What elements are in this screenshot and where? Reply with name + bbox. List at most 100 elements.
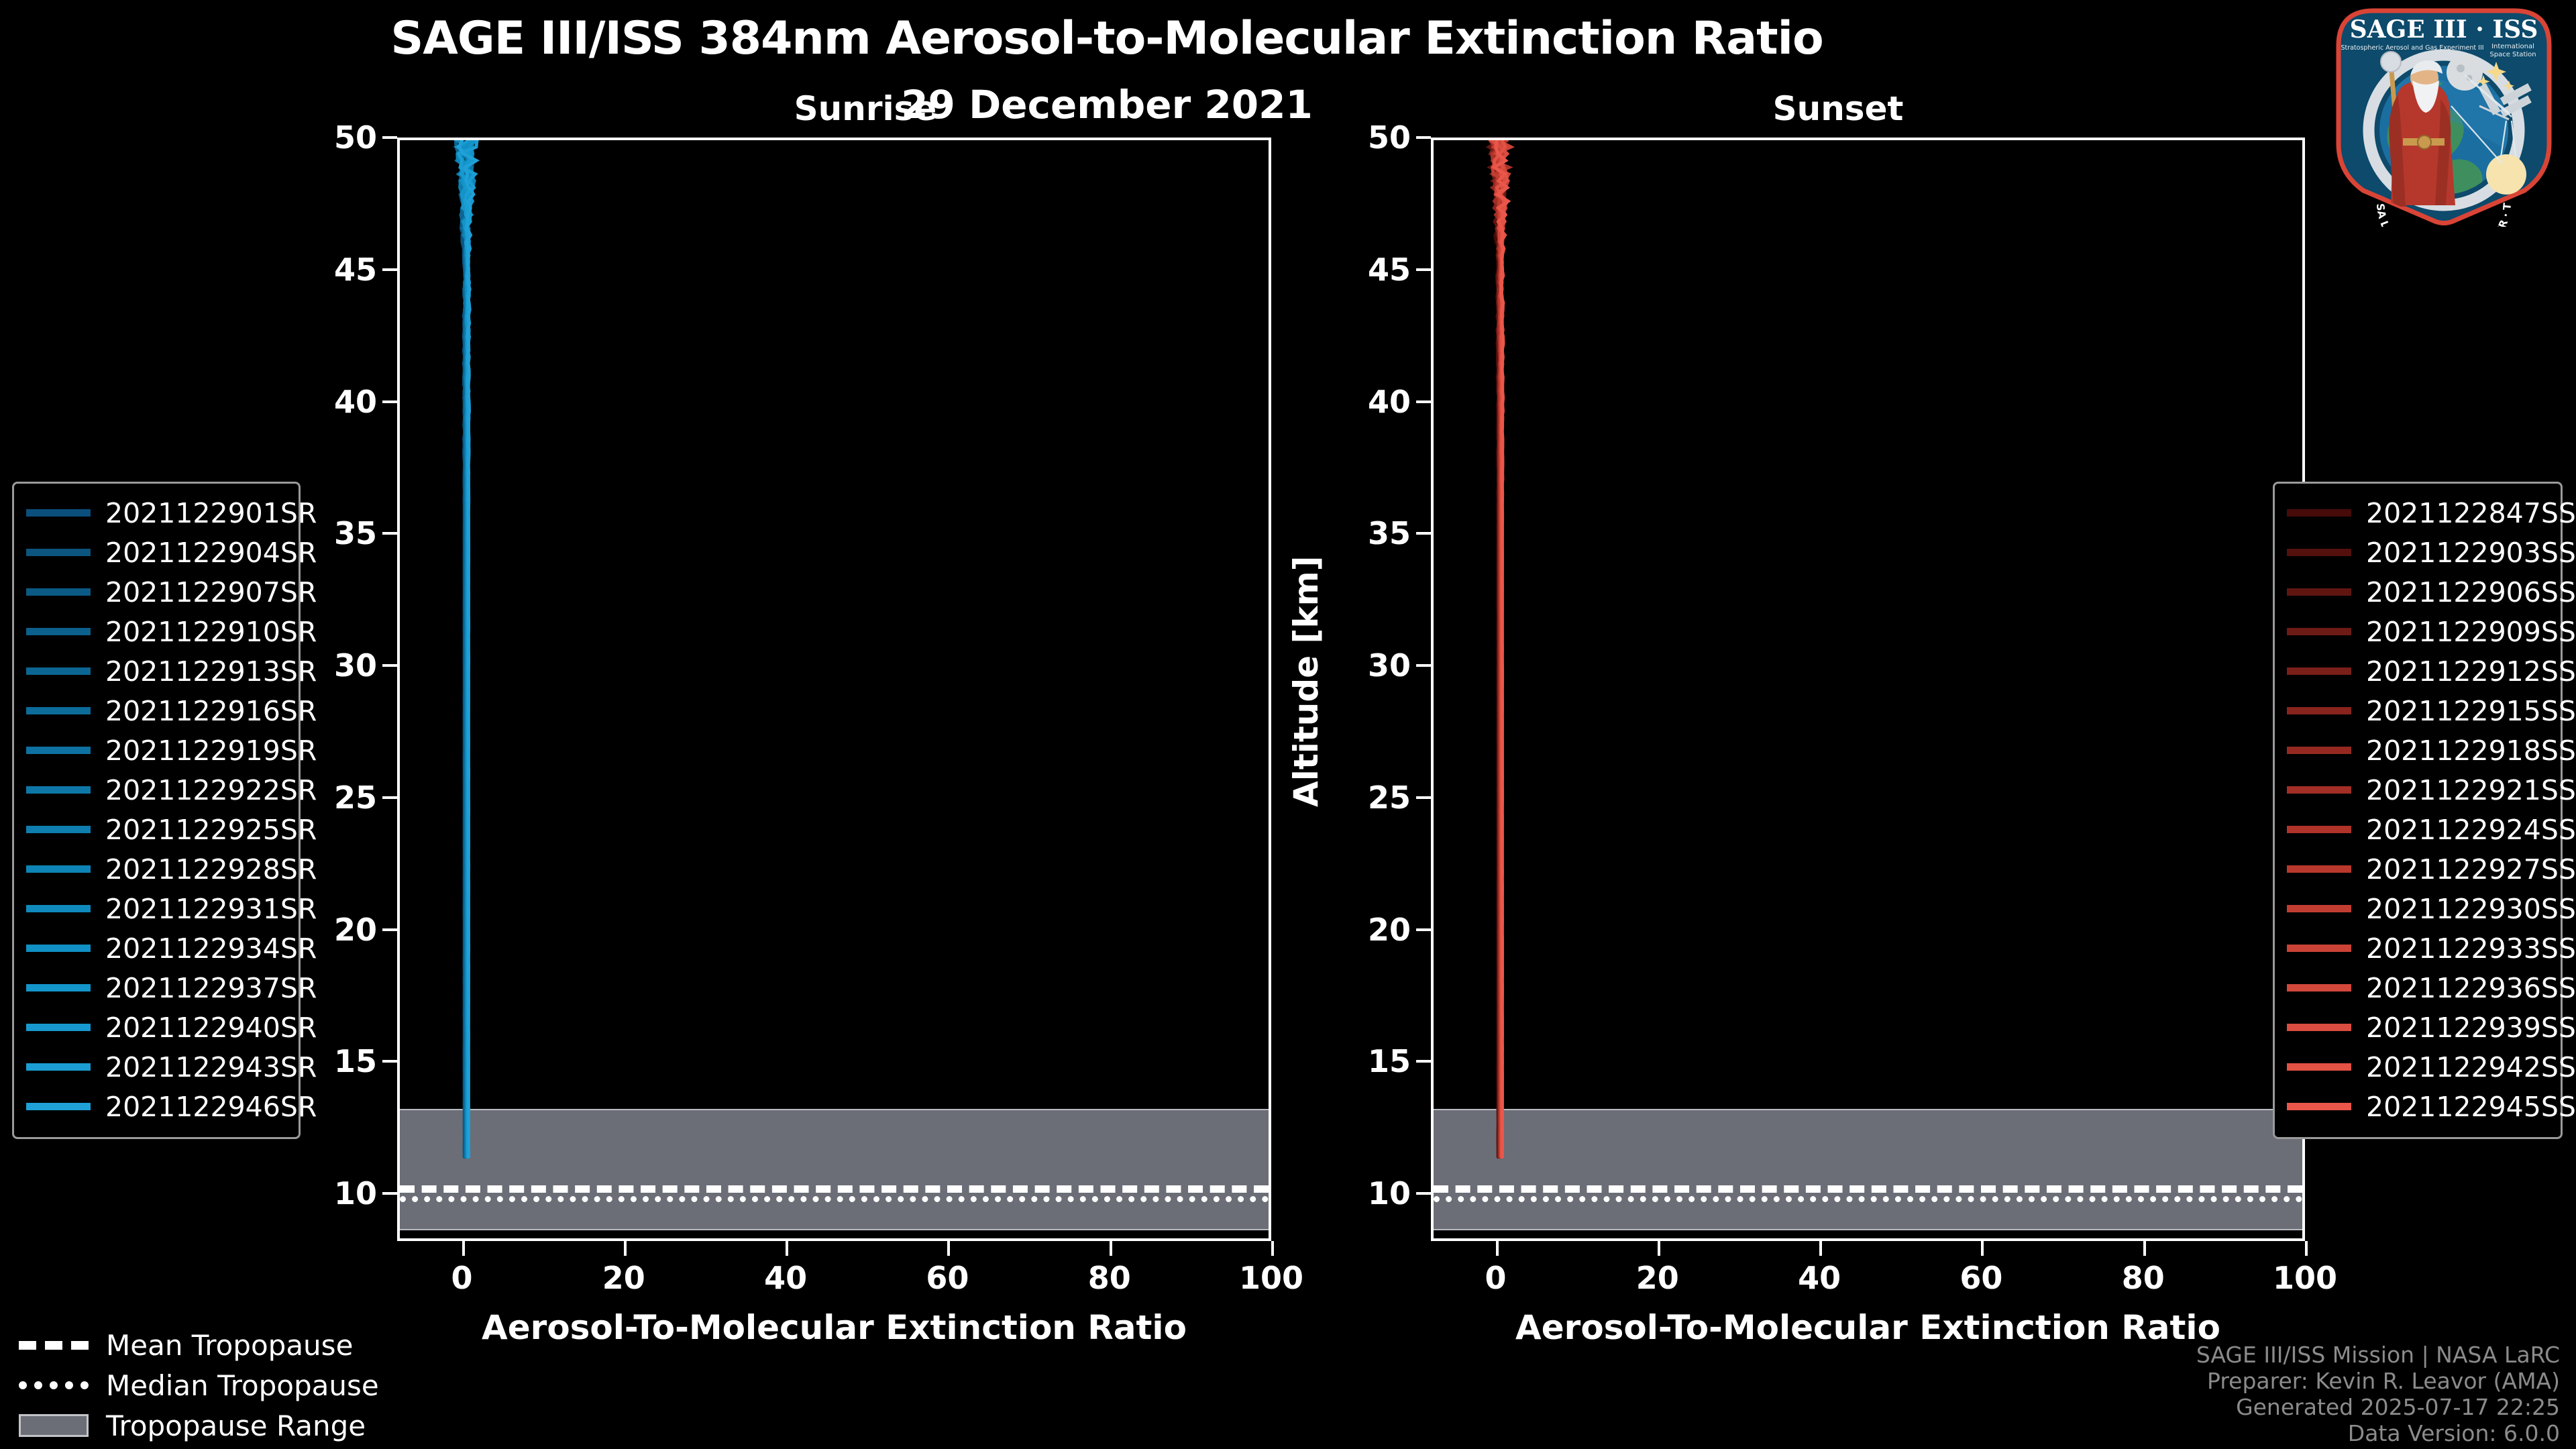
legend-row-median-tropopause: Median Tropopause: [17, 1365, 433, 1405]
patch-subtitle-left: Stratospheric Aerosol and Gas Experiment…: [2341, 44, 2483, 52]
legend-color-swatch: [2287, 588, 2351, 596]
x-axis-tick-mark: [786, 1241, 789, 1256]
filled-patch-icon: [17, 1414, 90, 1437]
legend-row[interactable]: 2021122946SR: [26, 1087, 317, 1126]
legend-row[interactable]: 2021122915SS: [2287, 691, 2576, 731]
legend-row[interactable]: 2021122928SR: [26, 849, 317, 889]
legend-row[interactable]: 2021122945SS: [2287, 1087, 2576, 1126]
legend-row[interactable]: 2021122912SS: [2287, 651, 2576, 691]
sunrise-event-label: 2021122943SR: [105, 1051, 317, 1083]
legend-row[interactable]: 2021122931SR: [26, 889, 317, 928]
y-axis-tick-label: 20: [1367, 911, 1411, 948]
median-tropopause-line-sunrise: [400, 1196, 1269, 1203]
sunrise-event-label: 2021122901SR: [105, 496, 317, 529]
sunrise-event-label: 2021122904SR: [105, 536, 317, 569]
mean-tropopause-line-sunrise: [400, 1185, 1269, 1193]
legend-color-swatch: [26, 588, 91, 596]
y-axis-tick-label: 45: [333, 251, 377, 288]
legend-row[interactable]: 2021122921SS: [2287, 770, 2576, 810]
sunset-event-label: 2021122915SS: [2366, 694, 2576, 727]
legend-row[interactable]: 2021122942SS: [2287, 1047, 2576, 1087]
x-axis-tick-mark: [1495, 1241, 1499, 1256]
legend-row[interactable]: 2021122913SR: [26, 651, 317, 691]
x-axis-tick-mark: [2143, 1241, 2146, 1256]
y-axis-tick-label: 10: [333, 1175, 377, 1212]
mean-tropopause-line-sunset: [1434, 1185, 2302, 1193]
profile-line: [1491, 140, 1511, 1159]
sunrise-profile-bundle: [452, 140, 480, 1159]
legend-row[interactable]: 2021122909SS: [2287, 612, 2576, 651]
sunrise-event-label: 2021122931SR: [105, 892, 317, 925]
legend-color-swatch: [2287, 509, 2351, 517]
legend-row[interactable]: 2021122933SS: [2287, 928, 2576, 968]
y-axis-tick-mark: [1416, 400, 1431, 403]
sunset-profile-bundle: [1485, 140, 1515, 1159]
sunset-event-label: 2021122924SS: [2366, 813, 2576, 846]
legend-row[interactable]: 2021122910SR: [26, 612, 317, 651]
legend-row[interactable]: 2021122930SS: [2287, 889, 2576, 928]
legend-row[interactable]: 2021122918SS: [2287, 731, 2576, 770]
legend-row[interactable]: 2021122847SS: [2287, 493, 2576, 533]
y-axis-tick-label: 50: [1367, 119, 1411, 156]
legend-row[interactable]: 2021122906SS: [2287, 572, 2576, 612]
legend-color-swatch: [26, 628, 91, 635]
sunrise-event-label: 2021122910SR: [105, 615, 317, 648]
sunrise-event-label: 2021122922SR: [105, 773, 317, 806]
legend-row[interactable]: 2021122943SR: [26, 1047, 317, 1087]
legend-row[interactable]: 2021122903SS: [2287, 533, 2576, 572]
legend-row[interactable]: 2021122922SR: [26, 770, 317, 810]
sunset-event-legend[interactable]: 2021122847SS 2021122903SS 2021122906SS 2021…: [2273, 482, 2576, 1139]
legend-color-swatch: [26, 549, 91, 556]
legend-color-swatch: [26, 509, 91, 517]
sunrise-plot-panel: [397, 138, 1271, 1241]
x-axis-tick-label: 60: [1960, 1260, 2003, 1296]
y-axis-tick-label: 25: [1367, 779, 1411, 816]
legend-row[interactable]: 2021122936SS: [2287, 968, 2576, 1008]
legend-row[interactable]: 2021122925SR: [26, 810, 317, 849]
legend-color-swatch: [26, 826, 91, 833]
sunset-plot-panel: [1431, 138, 2305, 1241]
sunset-event-label: 2021122903SS: [2366, 536, 2576, 569]
y-axis-tick-label: 35: [1367, 515, 1411, 552]
legend-color-swatch: [26, 707, 91, 714]
x-axis-tick-label: 40: [1798, 1260, 1841, 1296]
legend-color-swatch: [26, 865, 91, 873]
legend-row[interactable]: 2021122919SR: [26, 731, 317, 770]
x-axis-tick-label: 60: [926, 1260, 969, 1296]
y-axis-tick-label: 25: [333, 779, 377, 816]
y-axis-tick-mark: [382, 532, 397, 535]
sunset-event-label: 2021122909SS: [2366, 615, 2576, 648]
y-axis-tick-mark: [382, 268, 397, 271]
sunset-x-axis-title: Aerosol-To-Molecular Extinction Ratio: [1515, 1308, 2220, 1347]
sunset-event-label: 2021122936SS: [2366, 971, 2576, 1004]
x-axis-tick-mark: [462, 1241, 465, 1256]
legend-row-tropopause-range: Tropopause Range: [17, 1405, 433, 1446]
sunrise-event-legend[interactable]: 2021122901SR 2021122904SR 2021122907SR 2021…: [12, 482, 317, 1139]
sunset-panel-title: Sunset: [1772, 89, 1904, 128]
legend-row[interactable]: 2021122916SR: [26, 691, 317, 731]
sunset-plot-frame: [1431, 138, 2305, 1241]
tropopause-range-band-sunset: [1434, 1109, 2302, 1231]
legend-row[interactable]: 2021122924SS: [2287, 810, 2576, 849]
legend-row[interactable]: 2021122939SS: [2287, 1008, 2576, 1047]
legend-row[interactable]: 2021122904SR: [26, 533, 317, 572]
y-axis-tick-mark: [382, 796, 397, 799]
legend-color-swatch: [26, 1103, 91, 1110]
legend-row[interactable]: 2021122927SS: [2287, 849, 2576, 889]
sunrise-panel-title: Sunrise: [794, 89, 937, 128]
legend-row[interactable]: 2021122937SR: [26, 968, 317, 1008]
legend-color-swatch: [26, 945, 91, 952]
attribution-mission: SAGE III/ISS Mission | NASA LaRC: [2196, 1342, 2560, 1368]
y-axis-tick-mark: [1416, 532, 1431, 535]
legend-color-swatch: [2287, 826, 2351, 833]
date-subtitle: 29 December 2021: [901, 82, 1313, 127]
sunset-event-label: 2021122906SS: [2366, 576, 2576, 608]
legend-row[interactable]: 2021122901SR: [26, 493, 317, 533]
legend-row[interactable]: 2021122940SR: [26, 1008, 317, 1047]
dashed-line-icon: [17, 1340, 90, 1350]
legend-row[interactable]: 2021122934SR: [26, 928, 317, 968]
legend-row[interactable]: 2021122907SR: [26, 572, 317, 612]
y-axis-tick-mark: [1416, 136, 1431, 139]
y-axis-tick-label: 40: [333, 383, 377, 420]
legend-color-swatch: [26, 747, 91, 754]
